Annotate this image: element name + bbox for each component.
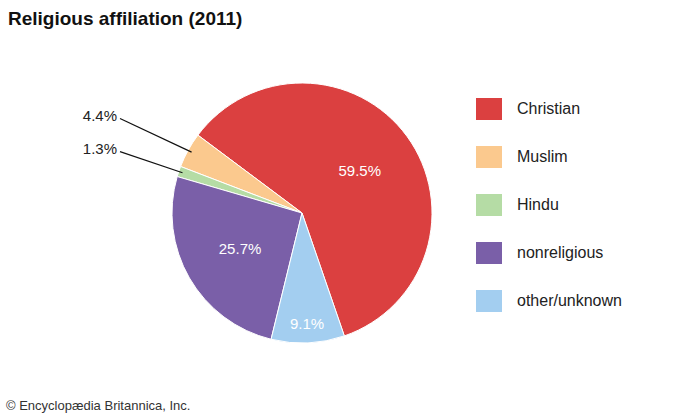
svg-text:9.1%: 9.1%	[290, 315, 324, 332]
html-text:nonreligious: nonreligious	[517, 244, 604, 261]
svg-text:1.3%: 1.3%	[83, 140, 117, 157]
html-text:Christian: Christian	[517, 100, 581, 117]
html-text:© Encyclopædia Britannica, Inc: © Encyclopædia Britannica, Inc.	[6, 398, 191, 413]
svg-text:25.7%: 25.7%	[219, 240, 262, 257]
html-text:Muslim: Muslim	[517, 148, 568, 165]
svg-text:4.4%: 4.4%	[83, 107, 117, 124]
svg-text:59.5%: 59.5%	[338, 162, 381, 179]
html-text:Religious affiliation (2011): Religious affiliation (2011)	[8, 8, 243, 29]
html-text:other/unknown: other/unknown	[517, 292, 622, 309]
html-text:Hindu: Hindu	[517, 196, 559, 213]
